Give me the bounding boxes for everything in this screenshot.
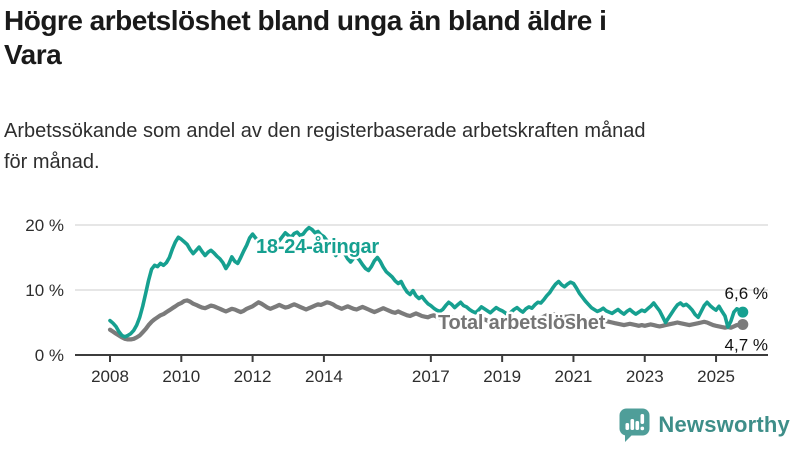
x-axis: 2008 2010 2012 2014 2017 2019 2021 2023 2025: [75, 354, 768, 386]
total-end-value-label: 4,7 %: [725, 335, 768, 354]
end-dots: [737, 306, 749, 330]
chart-subtitle-line2: för månad.: [4, 151, 100, 173]
youth-end-dot: [737, 306, 749, 318]
x-tick-label: 2025: [697, 367, 735, 386]
y-tick-label: 20 %: [25, 216, 64, 235]
x-tick-label: 2010: [162, 367, 200, 386]
series-youth-label: 18-24-åringar: [256, 235, 379, 258]
gridlines: 0 % 10 % 20 %: [25, 216, 768, 365]
chart-subtitle: Arbetssökande som andel av den registerb…: [4, 116, 796, 178]
x-tick-label: 2019: [483, 367, 521, 386]
series-total-line: [107, 298, 745, 342]
chart-title-line1: Högre arbetslöshet bland unga än bland ä…: [4, 5, 607, 36]
y-tick-label: 10 %: [25, 281, 64, 300]
series-youth-line: [108, 225, 745, 339]
series-total-label: Total arbetslöshet: [438, 312, 606, 334]
newsworthy-logo-text: Newsworthy: [658, 412, 790, 437]
youth-end-value-label: 6,6 %: [725, 284, 768, 303]
newsworthy-logo[interactable]: Newsworthy: [619, 408, 790, 442]
chart-subtitle-line1: Arbetssökande som andel av den registerb…: [4, 120, 646, 142]
x-tick-label: 2021: [555, 367, 593, 386]
unemployment-line-chart: 0 % 10 % 20 % 2008 2010 2012 2014 2017 2019 2021…: [25, 216, 768, 386]
series-lines: [107, 225, 745, 342]
total-end-dot: [737, 318, 749, 330]
x-tick-label: 2017: [412, 367, 450, 386]
x-tick-label: 2014: [305, 367, 343, 386]
chart-title: Högre arbetslöshet bland unga än bland ä…: [4, 4, 792, 72]
y-tick-label: 0 %: [35, 346, 64, 365]
x-tick-label: 2023: [626, 367, 664, 386]
newsworthy-logo-icon: [619, 408, 650, 442]
chart-title-line2: Vara: [4, 39, 62, 70]
x-tick-label: 2008: [91, 367, 129, 386]
x-tick-label: 2012: [234, 367, 272, 386]
